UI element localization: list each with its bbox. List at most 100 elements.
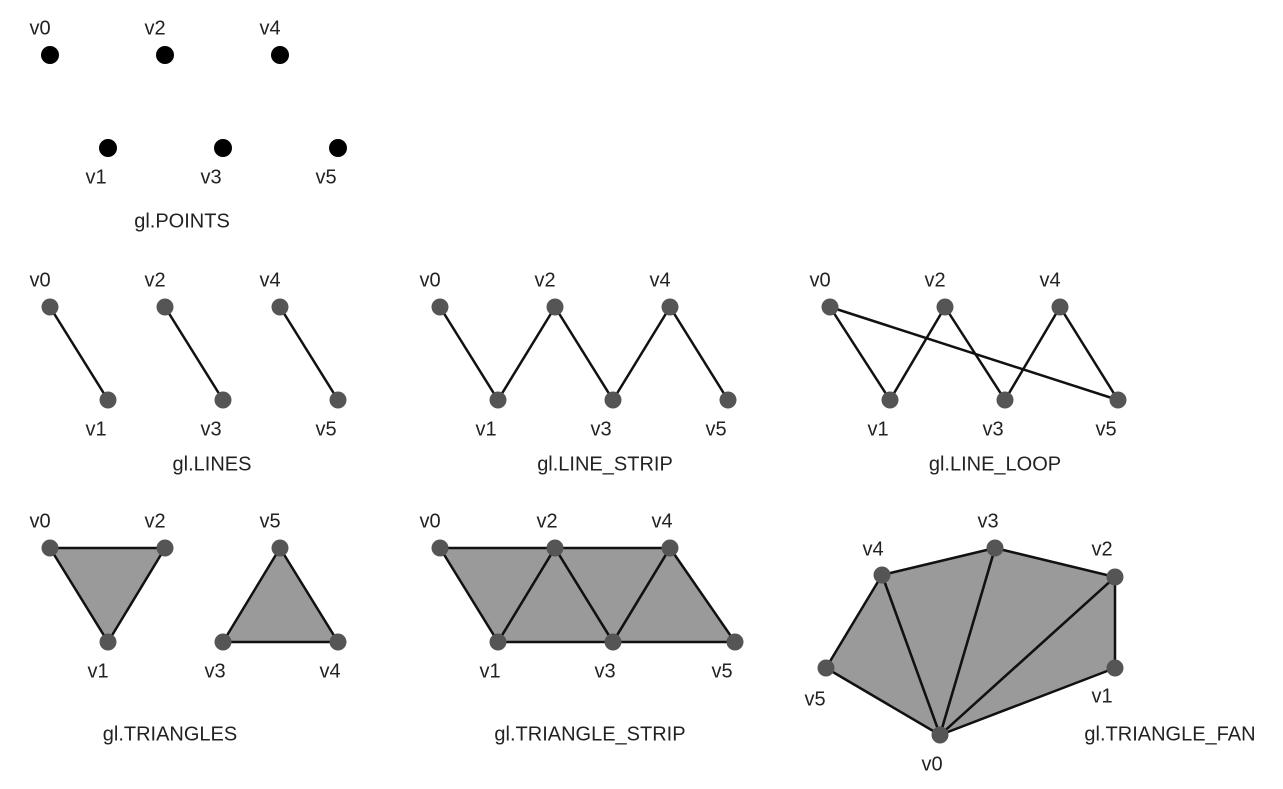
vertex-label: v0	[29, 269, 50, 291]
vertex	[41, 539, 59, 557]
vertex-label: v1	[1091, 685, 1112, 707]
vertex-label: v4	[319, 660, 340, 682]
vertex	[546, 539, 564, 557]
vertex-label: v2	[144, 269, 165, 291]
triangle	[221, 546, 340, 644]
edge	[438, 306, 500, 401]
vertex	[156, 298, 174, 316]
vertex	[214, 139, 232, 157]
edge	[48, 306, 110, 401]
triangle	[824, 573, 942, 737]
vertex-label: v4	[862, 538, 883, 560]
edge	[553, 306, 615, 401]
edge	[888, 306, 947, 401]
vertex-label: v5	[804, 688, 825, 710]
vertex	[271, 539, 289, 557]
vertex-label: v3	[590, 418, 611, 440]
vertex	[214, 633, 232, 651]
vertex	[271, 298, 289, 316]
edge	[668, 306, 730, 401]
vertex	[726, 633, 744, 651]
vertex-label: v0	[29, 510, 50, 532]
vertex	[431, 539, 449, 557]
vertex-label: v3	[200, 166, 221, 188]
vertex-label: v4	[649, 269, 670, 291]
vertex-label: v3	[982, 418, 1003, 440]
diagram-title: gl.TRIANGLES	[103, 723, 237, 745]
vertex	[156, 46, 174, 64]
triangle	[611, 546, 737, 644]
vertex	[99, 391, 117, 409]
edge	[163, 306, 225, 401]
vertex-label: v2	[536, 510, 557, 532]
vertex-label: v3	[200, 418, 221, 440]
vertex	[546, 298, 564, 316]
vertex	[156, 539, 174, 557]
edge	[278, 306, 340, 401]
vertex	[1051, 298, 1069, 316]
vertex-label: v3	[977, 510, 998, 532]
vertex	[936, 298, 954, 316]
vertex	[99, 139, 117, 157]
vertex-label: v0	[809, 269, 830, 291]
vertex	[214, 391, 232, 409]
edge	[1003, 306, 1062, 401]
vertex-label: v5	[259, 510, 280, 532]
vertex-label: v0	[921, 753, 942, 775]
vertex-label: v5	[315, 166, 336, 188]
vertex-label: v3	[594, 660, 615, 682]
vertex-label: v0	[29, 17, 50, 39]
diagram-title: gl.LINE_LOOP	[929, 453, 1061, 475]
diagram-title: gl.TRIANGLE_STRIP	[494, 723, 685, 745]
vertex-label: v1	[867, 418, 888, 440]
vertex	[489, 633, 507, 651]
vertex-label: v1	[85, 418, 106, 440]
vertex-label: v5	[1095, 418, 1116, 440]
vertex	[817, 659, 835, 677]
vertex	[489, 391, 507, 409]
diagram-title: gl.POINTS	[134, 210, 230, 232]
diagram-title: gl.TRIANGLE_FAN	[1084, 723, 1255, 745]
vertex-label: v4	[651, 510, 672, 532]
vertex-label: v2	[144, 17, 165, 39]
vertex	[881, 391, 899, 409]
vertex-label: v1	[87, 660, 108, 682]
vertex	[329, 633, 347, 651]
vertex	[661, 298, 679, 316]
vertex	[604, 633, 622, 651]
vertex-label: v5	[711, 660, 732, 682]
vertex	[719, 391, 737, 409]
vertex	[986, 539, 1004, 557]
vertex-label: v4	[259, 269, 280, 291]
vertex-label: v5	[705, 418, 726, 440]
vertex	[821, 298, 839, 316]
edge	[496, 306, 557, 401]
vertex	[41, 46, 59, 64]
vertex-label: v4	[259, 17, 280, 39]
vertex-label: v2	[534, 269, 555, 291]
vertex-label: v0	[419, 269, 440, 291]
diagram-title: gl.LINES	[173, 453, 252, 475]
vertex	[873, 566, 891, 584]
vertex	[41, 298, 59, 316]
vertex-label: v4	[1039, 269, 1060, 291]
diagram-title: gl.LINE_STRIP	[537, 453, 673, 475]
vertex-label: v2	[924, 269, 945, 291]
vertex	[329, 391, 347, 409]
vertex-label: v0	[419, 510, 440, 532]
edge	[611, 306, 672, 401]
vertex	[661, 539, 679, 557]
vertex-label: v1	[475, 418, 496, 440]
vertex-label: v2	[144, 510, 165, 532]
vertex	[99, 633, 117, 651]
vertex-label: v3	[204, 660, 225, 682]
vertex-label: v2	[1091, 538, 1112, 560]
vertex-label: v1	[479, 660, 500, 682]
edge	[828, 306, 892, 401]
edge	[1058, 306, 1120, 401]
vertex	[329, 139, 347, 157]
vertex	[931, 726, 949, 744]
vertex-label: v5	[315, 418, 336, 440]
